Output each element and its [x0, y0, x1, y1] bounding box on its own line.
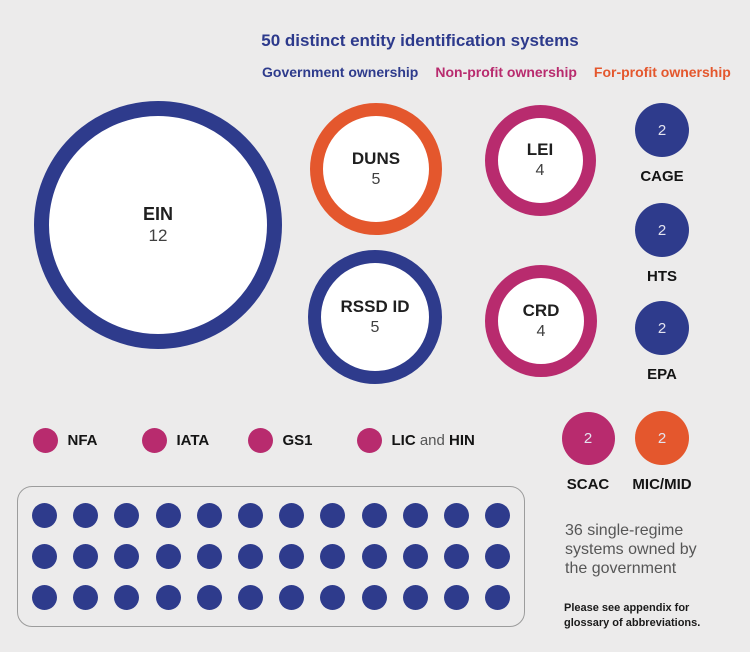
bubble-scac: 2 [561, 411, 615, 465]
grid-dot [361, 503, 387, 528]
single-regime-note: 36 single-regime systems owned by the go… [565, 521, 697, 578]
note-line: the government [565, 560, 677, 577]
grid-dot [32, 503, 57, 528]
bubble-label-iata: IATA [176, 432, 210, 449]
bubble-value: 5 [370, 318, 380, 336]
note-line: systems owned by [565, 541, 697, 558]
grid-dot [32, 544, 57, 569]
bubble-hts: 2 [635, 203, 689, 257]
grid-dot [114, 544, 140, 569]
grid-dot [196, 503, 222, 528]
bubble-label-epa: EPA [647, 366, 677, 383]
bubble-value: 2 [583, 429, 593, 447]
grid-dot [155, 544, 181, 569]
appendix-line: Please see appendix for [564, 602, 690, 614]
bubble-value: 12 [148, 226, 168, 245]
bubble-value: 2 [657, 221, 667, 239]
bubble-epa: 2 [635, 301, 689, 355]
bubble-rssd-id: RSSD ID 5 [308, 250, 442, 384]
legend-item-nonprofit: Non-profit ownership [435, 64, 577, 80]
appendix-note: Please see appendix for glossary of abbr… [564, 601, 700, 631]
bubble-name: DUNS [351, 149, 401, 169]
bubble-value: 4 [535, 161, 545, 179]
note-line: 36 single-regime [565, 522, 684, 539]
grid-dot [444, 503, 469, 528]
grid-dot [485, 585, 511, 610]
grid-dot [32, 585, 57, 610]
bubble-ein: EIN 12 [34, 101, 282, 349]
grid-dot [320, 503, 346, 528]
grid-dot [279, 585, 305, 610]
bubble-value: 2 [657, 319, 667, 337]
bubble-label-hts: HTS [647, 268, 677, 285]
grid-dot [444, 544, 469, 569]
grid-dot [238, 544, 263, 569]
bubble-cage: 2 [635, 103, 689, 157]
grid-dot [114, 585, 140, 610]
grid-dot [402, 585, 428, 610]
bubble-lei: LEI 4 [484, 104, 596, 216]
grid-dot [155, 585, 181, 610]
bubble-label-mic-mid: MIC/MID [632, 476, 692, 493]
legend-item-forprofit: For-profit ownership [593, 64, 731, 80]
bubble-value: 5 [371, 170, 381, 188]
bubble-mic-mid: 2 [635, 411, 689, 465]
label-part: HIN [449, 432, 475, 449]
bubble-name: RSSD ID [340, 297, 410, 317]
bubble-value: 4 [536, 322, 546, 340]
bubble-label-nfa: NFA [67, 432, 98, 449]
grid-dot [361, 585, 387, 610]
bubble-label-scac: SCAC [566, 475, 610, 493]
grid-dot [361, 544, 387, 569]
grid-dot [402, 544, 428, 569]
bubble-crd: CRD 4 [485, 265, 597, 377]
grid-dot [196, 544, 222, 569]
grid-dot [279, 503, 305, 528]
bubble-lic-and-hin [356, 427, 382, 453]
bubble-name: LEI [526, 140, 554, 160]
grid-dot [196, 585, 222, 610]
bubble-name: EIN [142, 204, 173, 225]
grid-dot [114, 503, 140, 528]
label-part: LIC [391, 432, 416, 449]
bubble-value: 2 [657, 121, 667, 139]
grid-dot [320, 544, 346, 569]
grid-dot [320, 585, 346, 610]
grid-dot [73, 544, 99, 569]
bubble-duns: DUNS 5 [310, 103, 442, 235]
label-part: and [415, 432, 450, 449]
grid-dot [485, 544, 511, 569]
bubble-value: 2 [657, 429, 667, 447]
bubble-iata [141, 427, 167, 453]
appendix-line: glossary of abbreviations. [564, 617, 701, 629]
legend-item-government: Government ownership [262, 64, 419, 80]
grid-dot [444, 585, 469, 610]
bubble-gs1 [247, 427, 273, 453]
grid-dot [238, 585, 263, 610]
bubble-label-lic-and-hin: LIC and HIN [392, 432, 475, 449]
grid-dot [155, 503, 181, 528]
grid-dot [485, 503, 511, 528]
bubble-label-gs1: GS1 [282, 432, 313, 449]
grid-dot [73, 585, 99, 610]
single-regime-grid [17, 486, 525, 627]
chart-title: 50 distinct entity identification system… [261, 31, 579, 50]
grid-dot [279, 544, 305, 569]
grid-dot [402, 503, 428, 528]
ownership-legend: Government ownership Non-profit ownership… [262, 64, 732, 80]
grid-dot [238, 503, 263, 528]
grid-dot [73, 503, 99, 528]
bubble-name: CRD [522, 301, 560, 321]
bubble-nfa [32, 427, 58, 453]
bubble-label-cage: CAGE [640, 168, 684, 185]
